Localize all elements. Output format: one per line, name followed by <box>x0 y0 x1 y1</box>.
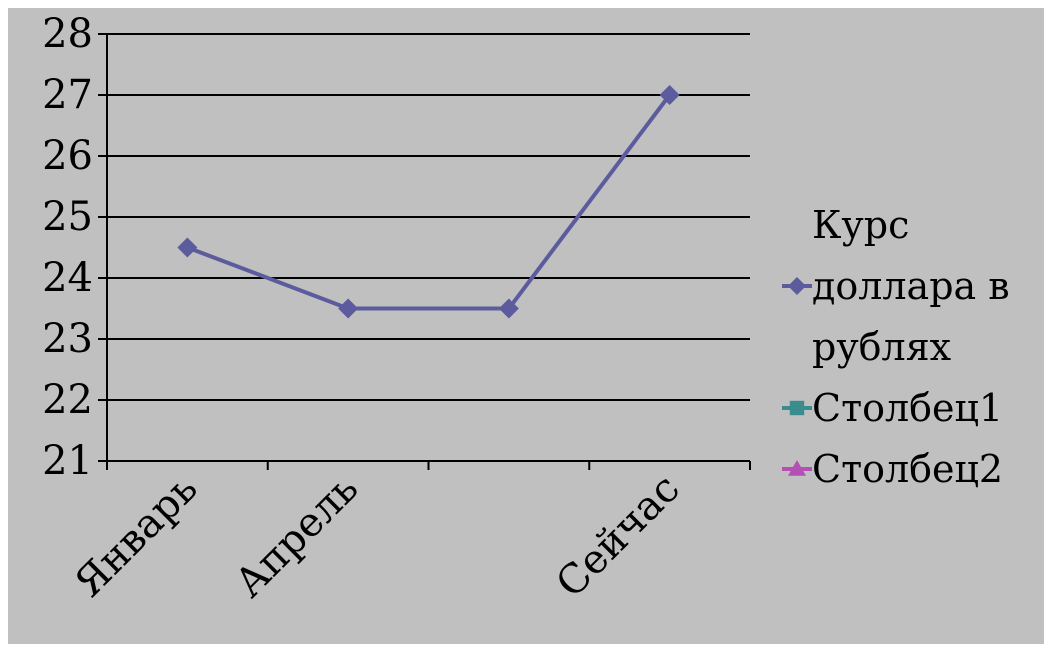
data-point <box>659 85 680 105</box>
gridlines <box>107 33 750 401</box>
y-tick-labels: 21 22 23 24 25 26 27 28 <box>42 11 93 484</box>
legend-label: доллара в <box>812 264 1010 308</box>
legend-entry: Столбец1 <box>782 386 1003 430</box>
axes <box>98 33 751 470</box>
y-tick-label: 25 <box>42 194 93 240</box>
series-line <box>186 93 672 311</box>
legend-marker <box>789 400 805 416</box>
legend-entry: Столбец2 <box>782 447 1003 491</box>
legend: Курс доллара в рублях Столбец1 Столбец2 <box>782 203 1010 491</box>
x-tick-labels: Январь Апрель Сейчас <box>66 466 689 607</box>
x-tick-label: Сейчас <box>548 466 689 607</box>
y-tick-label: 27 <box>42 72 93 118</box>
legend-label: рублях <box>812 325 951 369</box>
legend-entry: Курс доллара в рублях <box>782 203 1010 369</box>
x-tick-label: Январь <box>66 466 207 607</box>
y-tick-label: 26 <box>42 133 93 179</box>
legend-marker <box>788 277 806 295</box>
legend-label: Столбец2 <box>812 447 1003 491</box>
legend-label: Столбец1 <box>812 386 1003 430</box>
x-tick-label: Апрель <box>226 466 367 607</box>
y-tick-label: 24 <box>42 255 93 301</box>
y-tick-label: 28 <box>42 11 93 57</box>
data-point <box>177 237 198 258</box>
chart-area <box>8 8 1044 644</box>
y-tick-label: 21 <box>42 438 93 484</box>
legend-label: Курс <box>812 203 909 247</box>
data-point <box>338 298 359 319</box>
data-point <box>498 298 519 319</box>
y-tick-label: 23 <box>42 316 93 362</box>
legend-marker <box>788 460 806 476</box>
series <box>177 85 680 319</box>
y-tick-label: 22 <box>42 377 93 423</box>
